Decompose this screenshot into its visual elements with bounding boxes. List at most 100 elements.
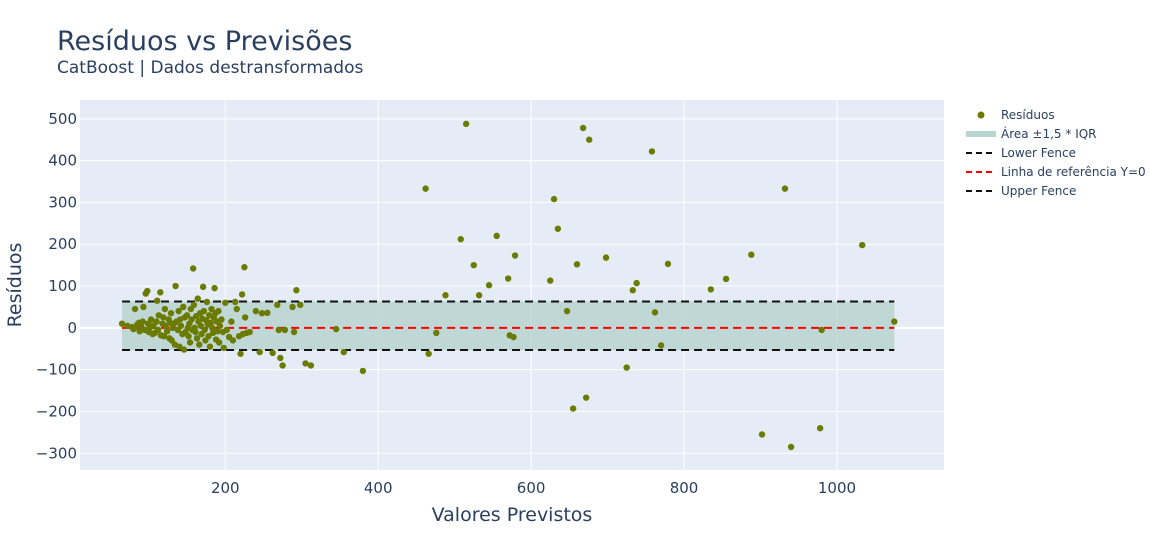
legend-label: Linha de referência Y=0 (1001, 165, 1146, 179)
residual-point (297, 301, 304, 309)
residual-point (340, 348, 347, 356)
residual-point (163, 327, 171, 335)
residual-point (470, 261, 477, 269)
residual-point (504, 275, 512, 282)
residual-point (550, 195, 558, 203)
residual-point (246, 328, 253, 336)
y-tick-label: 500 (48, 110, 77, 128)
residual-point (215, 339, 223, 346)
residual-point (457, 236, 464, 243)
residual-point (332, 325, 340, 333)
legend-label: Resíduos (1001, 108, 1055, 122)
x-axis-title: Valores Previstos (432, 504, 593, 526)
residual-point (633, 279, 640, 287)
residual-point (664, 260, 672, 268)
residual-point (651, 309, 659, 316)
residual-point (648, 148, 656, 155)
residual-point (422, 185, 429, 192)
residual-point (188, 316, 195, 323)
residual-points (118, 120, 898, 451)
residual-point (233, 305, 240, 313)
legend-label: Área ±1,5 * IQR (1001, 126, 1097, 141)
chart-subtitle: CatBoost | Dados destransformados (57, 58, 363, 78)
residual-point (722, 275, 730, 283)
residual-point (160, 333, 168, 340)
residual-point (781, 185, 789, 192)
residual-point (493, 232, 500, 240)
residual-point (707, 286, 714, 293)
y-tick-label: 200 (48, 235, 77, 253)
residual-point (180, 346, 188, 353)
residual-point (196, 341, 203, 348)
residual-point (222, 299, 229, 306)
residual-point (228, 318, 235, 325)
legend-item[interactable]: Resíduos (977, 108, 1055, 122)
residual-point (211, 284, 218, 292)
residual-point (153, 318, 160, 325)
residual-point (511, 252, 519, 259)
residual-point (167, 310, 175, 317)
x-tick-label: 800 (670, 479, 699, 497)
residual-point (602, 254, 610, 261)
residual-point (554, 225, 562, 232)
residual-point (293, 287, 300, 294)
residual-point (203, 298, 211, 306)
residual-point (140, 303, 147, 311)
residual-point (232, 298, 239, 306)
residual-point (290, 328, 298, 336)
residual-point (818, 326, 825, 334)
residual-point (485, 282, 493, 289)
x-tick-label: 600 (517, 479, 546, 497)
residual-point (131, 305, 139, 313)
legend-item[interactable]: Upper Fence (966, 184, 1076, 198)
residual-point (256, 348, 263, 356)
residual-point (579, 124, 587, 132)
residual-point (157, 289, 164, 296)
residual-point (237, 350, 244, 357)
residual-point (281, 326, 289, 334)
residual-point (748, 251, 755, 258)
residual-point (252, 307, 260, 315)
residual-point (279, 362, 286, 369)
legend-item[interactable]: Linha de referência Y=0 (966, 165, 1146, 179)
y-tick-label: −100 (36, 361, 77, 379)
residual-point (442, 292, 449, 299)
residual-point (359, 367, 367, 375)
tick-labels: 200 400 600 800 1000 −300 −200 −100 0 100 200 300 40… (36, 110, 856, 497)
residual-point (629, 287, 637, 294)
legend-label: Upper Fence (1001, 184, 1076, 198)
residual-point (229, 337, 237, 344)
residual-point (192, 328, 199, 336)
residual-point (208, 305, 215, 313)
residual-point (547, 277, 554, 284)
residual-point (154, 326, 162, 334)
residual-point (199, 283, 207, 291)
residual-point (264, 309, 271, 317)
residual-point (787, 443, 795, 451)
residual-point (573, 261, 581, 268)
residual-point (205, 333, 212, 340)
legend-item[interactable]: Área ±1,5 * IQR (966, 126, 1097, 141)
residual-point (223, 326, 231, 334)
residual-point (193, 335, 201, 342)
residual-point (154, 297, 161, 304)
residual-point (197, 322, 205, 329)
legend-label: Lower Fence (1001, 146, 1076, 160)
residual-point (218, 316, 225, 323)
residual-point (214, 327, 221, 335)
residual-point (241, 314, 249, 321)
residual-point (118, 320, 126, 327)
legend-item[interactable]: Lower Fence (966, 146, 1076, 160)
y-tick-label: 0 (67, 319, 77, 337)
residual-point (433, 329, 440, 337)
residual-point (139, 318, 146, 325)
residual-point (758, 431, 766, 438)
iqr-band (122, 301, 895, 351)
residual-point (586, 136, 593, 143)
residual-point (238, 291, 246, 298)
legend[interactable]: Resíduos Área ±1,5 * IQR Lower Fence Linha … (966, 108, 1146, 198)
legend-marker-icon (977, 111, 985, 119)
residual-point (209, 324, 216, 332)
y-tick-label: 400 (48, 152, 77, 170)
